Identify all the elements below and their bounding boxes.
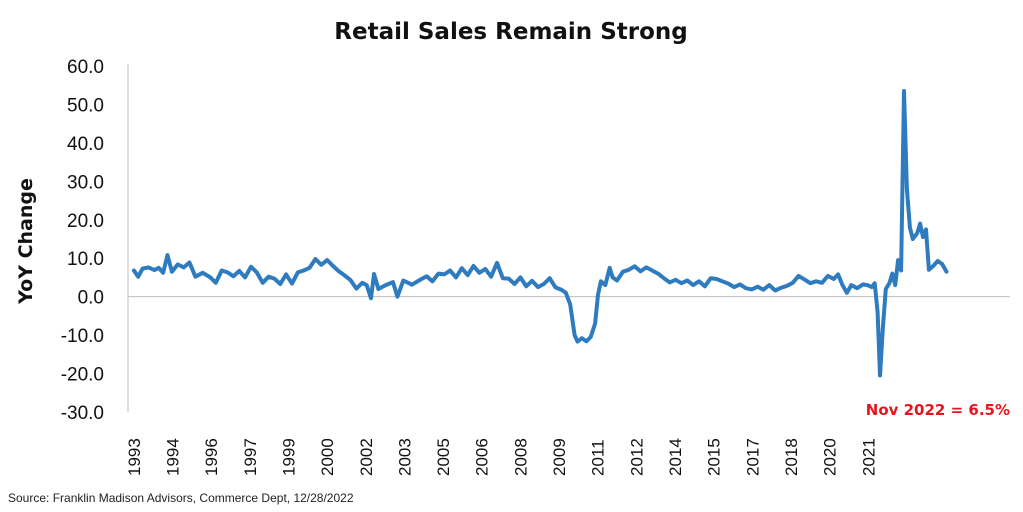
x-tick-label: 2015 <box>705 438 724 476</box>
x-tick-label: 2018 <box>782 438 801 476</box>
y-tick-label: 40.0 <box>67 134 104 155</box>
x-tick-label: 2014 <box>666 438 685 476</box>
y-axis-label: YoY Change <box>15 178 37 305</box>
source-note: Source: Franklin Madison Advisors, Comme… <box>8 491 354 505</box>
x-tick-label: 2005 <box>434 438 453 476</box>
y-tick-label: 0.0 <box>78 288 104 309</box>
x-tick-label: 2020 <box>821 438 840 476</box>
x-tick-label: 2002 <box>357 438 376 476</box>
x-tick-label: 2008 <box>511 438 530 476</box>
x-axis-ticks: 1993 1994 1996 1997 1999 2000 2002 2003 2005 2006… <box>125 438 878 476</box>
y-tick-label: 10.0 <box>67 249 104 270</box>
y-tick-label: -10.0 <box>61 326 104 347</box>
x-tick-label: 2006 <box>473 438 492 476</box>
y-tick-label: -20.0 <box>61 365 104 386</box>
y-tick-label: -30.0 <box>61 403 104 424</box>
x-tick-label: 2003 <box>395 438 414 476</box>
x-tick-label: 2017 <box>743 438 762 476</box>
chart-title: Retail Sales Remain Strong <box>334 19 687 45</box>
x-tick-label: 1997 <box>241 438 260 476</box>
x-tick-label: 2012 <box>627 438 646 476</box>
y-tick-label: 50.0 <box>67 95 104 116</box>
y-axis-ticks: 60.0 50.0 40.0 30.0 20.0 10.0 0.0 -10.0 -20.0 -30… <box>61 57 104 424</box>
x-tick-label: 2000 <box>318 438 337 476</box>
y-tick-label: 30.0 <box>67 172 104 193</box>
x-tick-label: 1993 <box>125 438 144 476</box>
x-tick-label: 1994 <box>164 438 183 476</box>
x-tick-label: 1999 <box>279 438 298 476</box>
y-tick-label: 20.0 <box>67 211 104 232</box>
y-tick-label: 60.0 <box>67 57 104 78</box>
latest-value-annotation: Nov 2022 = 6.5% <box>866 401 1010 419</box>
x-tick-label: 2021 <box>859 438 878 476</box>
x-tick-label: 1996 <box>202 438 221 476</box>
x-tick-label: 2011 <box>589 439 608 476</box>
retail-sales-series-line <box>131 89 949 378</box>
x-tick-label: 2009 <box>550 438 569 476</box>
